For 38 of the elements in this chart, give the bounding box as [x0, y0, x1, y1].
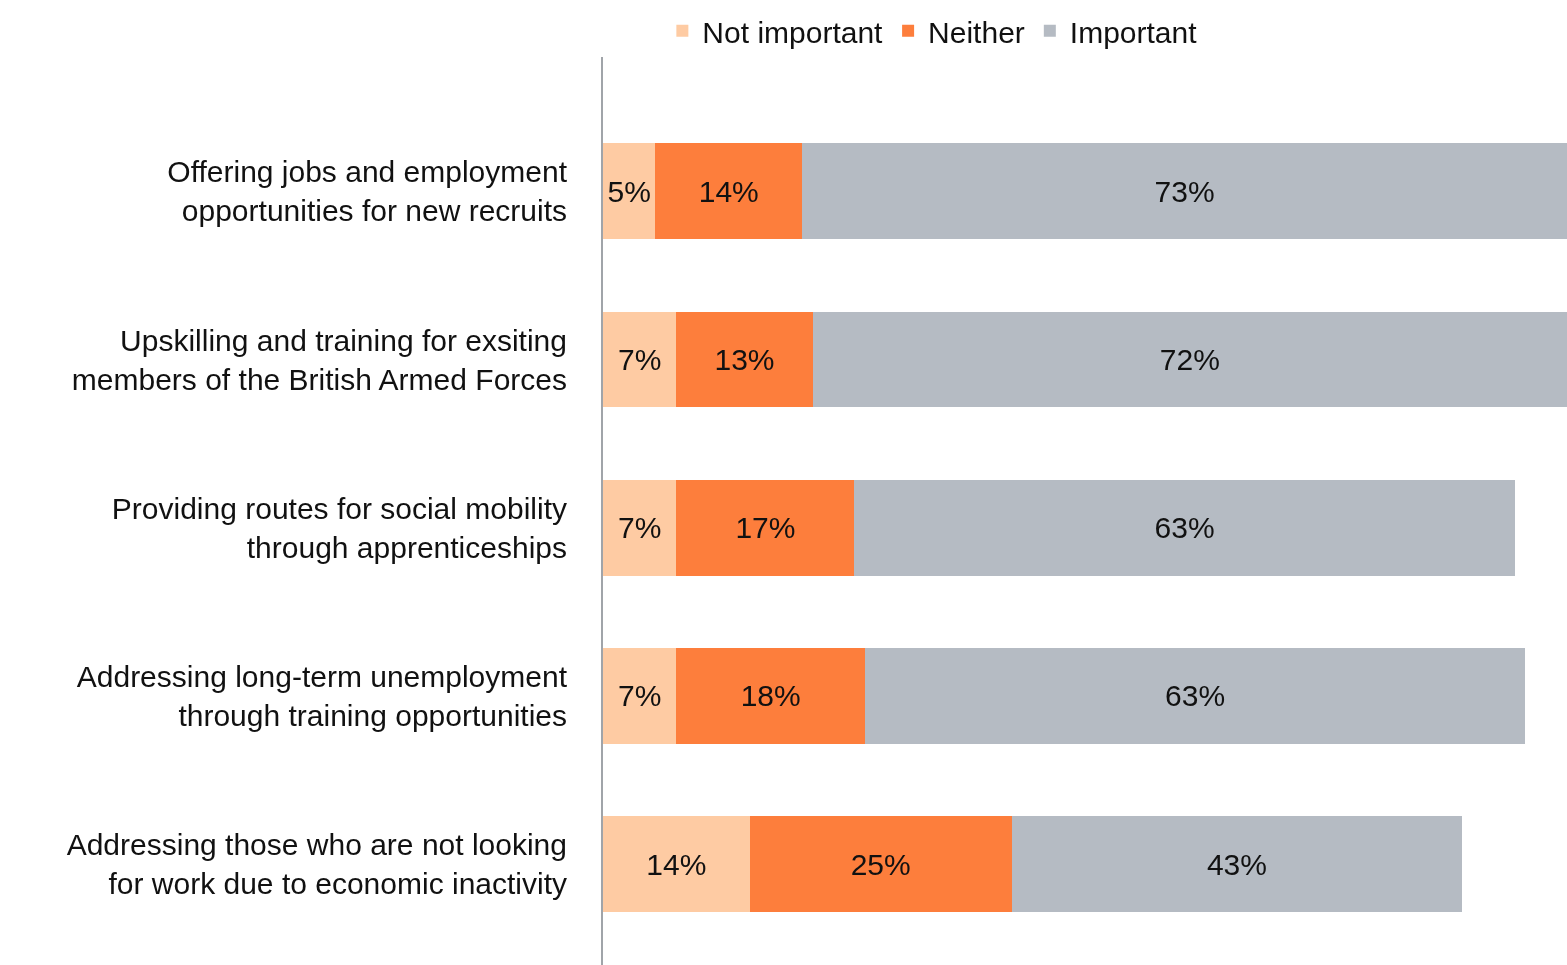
bar	[749, 816, 1012, 913]
data-label: 7%	[618, 511, 662, 545]
data-label: 14%	[646, 847, 707, 881]
bar	[802, 143, 1567, 240]
bar	[603, 311, 677, 408]
data-label: 18%	[740, 679, 801, 713]
bar	[676, 647, 865, 744]
data-label: 13%	[714, 343, 775, 377]
legend-label: Not important	[702, 15, 884, 49]
legend-label: Neither	[928, 15, 1025, 49]
data-label: 72%	[1159, 343, 1220, 377]
data-label: 63%	[1165, 679, 1226, 713]
y-tick-label: Addressing those who are not looking for work due to economic inactivity	[66, 828, 567, 901]
y-tick-label: Addressing long-term unemployment through training opportunities	[76, 659, 568, 732]
data-label: 43%	[1206, 847, 1267, 881]
bar	[812, 311, 1567, 408]
bar	[603, 647, 677, 744]
bar	[603, 143, 656, 240]
y-tick-label: Offering jobs and employment opportunities for new recruits	[167, 155, 568, 228]
bar	[655, 143, 803, 240]
data-label: 25%	[850, 847, 911, 881]
bar	[854, 479, 1515, 576]
data-label: 17%	[735, 511, 796, 545]
bar	[676, 479, 855, 576]
bar	[676, 311, 813, 408]
bar	[603, 479, 677, 576]
data-label: 63%	[1154, 511, 1215, 545]
legend-label: Important	[1069, 15, 1198, 49]
y-tick-label: Upskilling and training for exsiting members of the British Armed Forces	[71, 323, 567, 396]
y-tick-label: Providing routes for social mobility through apprenticeships	[111, 491, 567, 564]
bar	[1011, 816, 1463, 913]
bar	[603, 816, 750, 913]
data-label: 7%	[618, 679, 662, 713]
data-label: 5%	[607, 174, 651, 208]
bar	[864, 647, 1526, 744]
data-label: 7%	[618, 343, 662, 377]
data-label: 14%	[698, 174, 759, 208]
data-label: 73%	[1154, 174, 1215, 208]
